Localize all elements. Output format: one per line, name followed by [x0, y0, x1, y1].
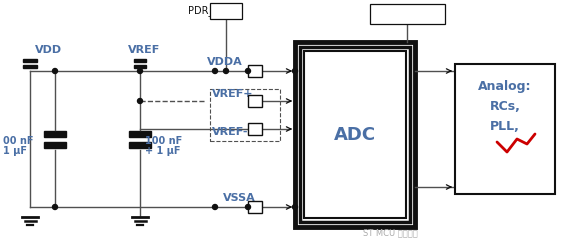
Text: VSSA: VSSA [223, 193, 256, 203]
Text: ADC: ADC [334, 125, 376, 143]
Text: VDDA: VDDA [207, 57, 242, 67]
Text: VREF-: VREF- [212, 127, 248, 137]
Bar [129, 130, 151, 136]
Text: + 1 µF: + 1 µF [145, 146, 180, 156]
Circle shape [138, 68, 142, 73]
Circle shape [52, 68, 58, 73]
Bar [248, 123, 262, 135]
Circle shape [138, 99, 142, 104]
Bar [210, 89, 280, 141]
Text: controller: controller [380, 9, 434, 19]
Bar [248, 201, 262, 213]
Bar [304, 51, 406, 218]
Text: PDR_ON: PDR_ON [188, 5, 228, 16]
Bar [455, 64, 555, 194]
Text: ST MCU 信息交流: ST MCU 信息交流 [363, 228, 418, 237]
Bar [295, 42, 415, 227]
Text: RCs,: RCs, [490, 100, 521, 113]
Text: 00 nF: 00 nF [3, 136, 33, 146]
Bar [44, 141, 66, 147]
Bar [134, 64, 146, 67]
Bar [129, 141, 151, 147]
Text: PLL,: PLL, [490, 120, 520, 132]
Text: VREF+: VREF+ [212, 89, 253, 99]
Text: 100 nF: 100 nF [145, 136, 182, 146]
Circle shape [245, 204, 251, 209]
Text: VDD: VDD [35, 45, 62, 55]
Text: VREF: VREF [128, 45, 160, 55]
Circle shape [223, 68, 229, 73]
Bar [248, 65, 262, 77]
Circle shape [293, 68, 297, 73]
Bar [23, 59, 37, 62]
Text: 1 µF: 1 µF [3, 146, 27, 156]
Bar [23, 64, 37, 67]
Circle shape [245, 68, 251, 73]
Bar [370, 4, 445, 24]
Bar [210, 3, 242, 19]
Circle shape [52, 204, 58, 209]
Circle shape [213, 204, 218, 209]
Bar [248, 95, 262, 107]
Text: Analog:: Analog: [478, 79, 532, 92]
Bar [44, 130, 66, 136]
Bar [300, 47, 410, 222]
Bar [134, 59, 146, 62]
Circle shape [213, 68, 218, 73]
Circle shape [293, 204, 297, 209]
